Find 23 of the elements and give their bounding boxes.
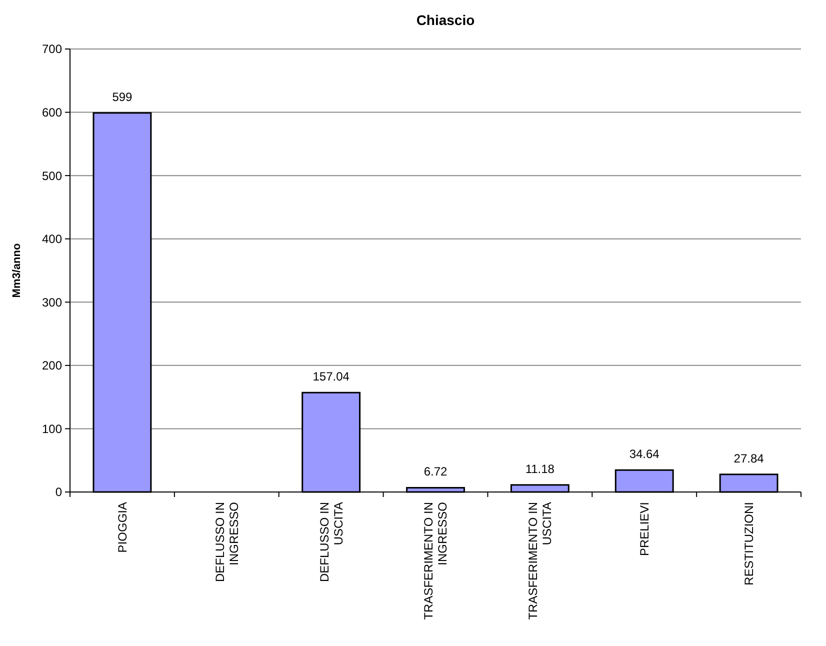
y-tick-label: 100 (42, 422, 62, 436)
y-tick-label: 600 (42, 105, 62, 120)
y-tick-label: 300 (42, 295, 62, 310)
data-label: 157.04 (312, 370, 350, 384)
x-tick-label: DEFLUSSO IN USCITA (317, 502, 346, 582)
data-label: 6.72 (424, 464, 448, 479)
data-label: 11.18 (525, 462, 555, 476)
y-tick-label: 200 (42, 358, 62, 373)
y-tick-label: 0 (55, 485, 62, 500)
x-tick-label: TRASFERIMENTO IN USCITA (526, 502, 554, 620)
data-label: 34.64 (629, 447, 660, 462)
data-label: 27.84 (734, 451, 764, 466)
x-tick-label: PIOGGIA (115, 502, 130, 553)
x-tick-label: RESTITUZIONI (742, 502, 756, 586)
data-label: 599 (112, 90, 133, 104)
y-axis-title: Mm3/anno (11, 243, 23, 298)
chart-title: Chiascio (416, 12, 475, 28)
y-tick-label: 500 (42, 168, 62, 183)
x-tick-label: PRELIEVI (638, 502, 652, 556)
x-tick-label: DEFLUSSO IN INGRESSO (212, 502, 241, 582)
x-tick-label: TRASFERIMENTO IN INGRESSO (422, 502, 450, 620)
y-tick-label: 700 (42, 42, 62, 56)
y-tick-label: 400 (42, 232, 62, 246)
